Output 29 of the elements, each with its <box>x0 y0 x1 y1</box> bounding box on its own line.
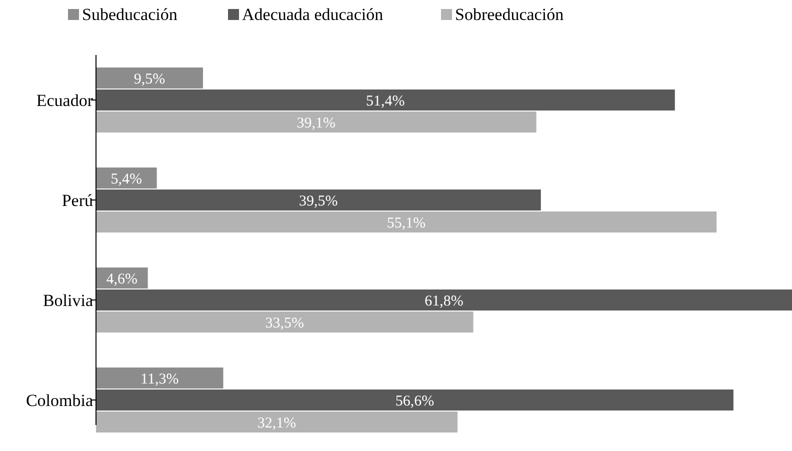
data-label: 4,6% <box>106 272 138 288</box>
bar <box>96 312 474 332</box>
data-label: 51,4% <box>366 94 405 110</box>
data-label: 9,5% <box>134 72 166 88</box>
legend-label: Adecuada educación <box>242 5 384 24</box>
data-label: 5,4% <box>110 172 142 188</box>
data-label: 39,5% <box>299 194 338 210</box>
data-label: 32,1% <box>257 416 296 432</box>
y-tick-label: Perú <box>62 191 94 210</box>
data-label: 33,5% <box>265 316 304 332</box>
bar <box>96 90 675 110</box>
bar <box>96 190 541 210</box>
bar <box>96 212 717 232</box>
legend-label: Subeducación <box>82 5 178 24</box>
data-label: 55,1% <box>386 216 426 232</box>
data-label: 56,6% <box>395 394 434 410</box>
bar <box>96 112 536 132</box>
bar <box>96 390 734 410</box>
data-label: 39,1% <box>296 116 336 132</box>
bar <box>96 68 203 88</box>
bar <box>96 368 224 388</box>
data-label: 61,8% <box>424 294 464 310</box>
legend-label: Sobreeducación <box>455 5 564 24</box>
y-tick-label: Ecuador <box>36 91 94 110</box>
bar <box>96 412 458 432</box>
y-tick-label: Bolivia <box>42 291 94 310</box>
bar <box>96 290 792 310</box>
data-label: 11,3% <box>140 372 179 388</box>
y-tick-label: Colombia <box>26 391 94 410</box>
